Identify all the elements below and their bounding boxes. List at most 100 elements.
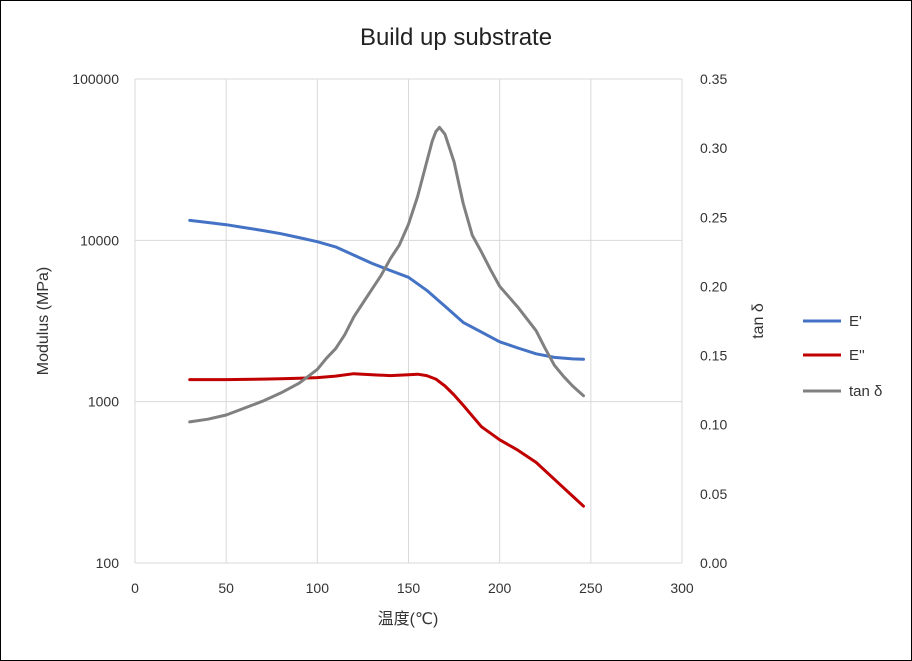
data-point-tan bbox=[453, 161, 456, 164]
data-point-e-prime-prime bbox=[582, 505, 585, 508]
data-point-tan bbox=[516, 306, 519, 309]
data-point-e-prime bbox=[279, 232, 282, 235]
data-point-e-prime-prime bbox=[334, 375, 337, 378]
data-point-e-prime bbox=[553, 356, 556, 359]
data-point-e-prime bbox=[535, 352, 538, 355]
data-point-tan bbox=[188, 420, 191, 423]
data-point-e-prime-prime bbox=[416, 373, 419, 376]
x-tick-label: 50 bbox=[218, 580, 234, 596]
data-point-tan bbox=[535, 329, 538, 332]
series-line-e-prime bbox=[188, 218, 585, 361]
y2-tick-labels: 0.00 0.05 0.10 0.15 0.20 0.25 0.30 0.35 bbox=[700, 71, 727, 571]
chart-title: Build up substrate bbox=[360, 24, 552, 51]
y-axis-title: Modulus (MPa) bbox=[35, 267, 52, 375]
x-tick-label: 0 bbox=[131, 580, 139, 596]
legend-label-e-prime-prime: E'' bbox=[849, 347, 865, 364]
data-point-e-prime bbox=[571, 357, 574, 360]
data-point-e-prime bbox=[407, 276, 410, 279]
data-point-e-prime bbox=[389, 269, 392, 272]
legend-label-e-prime: E' bbox=[849, 313, 862, 330]
data-point-e-prime bbox=[225, 223, 228, 226]
data-point-e-prime-prime bbox=[462, 404, 465, 407]
y2-tick-label: 0.15 bbox=[700, 348, 727, 364]
data-point-e-prime bbox=[582, 358, 585, 361]
data-point-tan bbox=[371, 288, 374, 291]
data-point-tan bbox=[438, 126, 441, 129]
data-point-e-prime-prime bbox=[498, 438, 501, 441]
data-point-tan bbox=[425, 161, 428, 164]
data-point-tan bbox=[361, 302, 364, 305]
data-point-tan bbox=[279, 391, 282, 394]
data-point-tan bbox=[352, 315, 355, 318]
data-point-e-prime bbox=[371, 262, 374, 265]
x-tick-label: 300 bbox=[670, 580, 694, 596]
data-point-e-prime bbox=[206, 221, 209, 224]
data-point-e-prime-prime bbox=[535, 461, 538, 464]
y2-tick-label: 0.35 bbox=[700, 71, 727, 87]
data-point-tan bbox=[498, 285, 501, 288]
data-point-e-prime bbox=[261, 229, 264, 232]
data-point-tan bbox=[206, 418, 209, 421]
data-point-tan bbox=[398, 243, 401, 246]
data-point-e-prime bbox=[243, 226, 246, 229]
data-point-tan bbox=[416, 195, 419, 198]
data-point-e-prime bbox=[188, 219, 191, 222]
data-point-tan bbox=[562, 375, 565, 378]
data-point-e-prime bbox=[316, 240, 319, 243]
data-point-tan bbox=[261, 400, 264, 403]
data-point-tan bbox=[544, 347, 547, 350]
data-point-e-prime bbox=[334, 245, 337, 248]
y-tick-label: 100 bbox=[96, 555, 120, 571]
data-point-e-prime-prime bbox=[243, 378, 246, 381]
y2-tick-label: 0.10 bbox=[700, 417, 727, 433]
data-point-tan bbox=[380, 274, 383, 277]
data-point-tan bbox=[582, 394, 585, 397]
data-point-tan bbox=[434, 130, 437, 133]
x-tick-label: 100 bbox=[306, 580, 330, 596]
x-axis-title: 温度(℃) bbox=[378, 610, 439, 628]
data-point-tan bbox=[444, 133, 447, 136]
x-tick-labels: 0 50 100 150 200 250 300 bbox=[131, 580, 694, 596]
data-point-tan bbox=[553, 364, 556, 367]
data-point-e-prime-prime bbox=[352, 372, 355, 375]
y-tick-label: 100000 bbox=[72, 71, 119, 87]
data-point-e-prime-prime bbox=[225, 378, 228, 381]
y-tick-label: 10000 bbox=[80, 232, 119, 248]
legend-label-tan: tan δ bbox=[849, 383, 882, 400]
y-tick-label: 1000 bbox=[88, 394, 119, 410]
data-point-e-prime-prime bbox=[425, 374, 428, 377]
data-point-e-prime-prime bbox=[298, 377, 301, 380]
x-tick-label: 200 bbox=[488, 580, 512, 596]
y2-tick-label: 0.05 bbox=[700, 486, 727, 502]
data-point-tan bbox=[489, 268, 492, 271]
data-point-tan bbox=[243, 407, 246, 410]
data-point-e-prime-prime bbox=[553, 478, 556, 481]
data-point-e-prime-prime bbox=[371, 373, 374, 376]
data-point-e-prime bbox=[498, 340, 501, 343]
data-point-e-prime-prime bbox=[407, 373, 410, 376]
data-point-e-prime bbox=[298, 236, 301, 239]
data-point-tan bbox=[316, 368, 319, 371]
legend: E' E'' tan δ bbox=[803, 313, 882, 400]
data-point-e-prime bbox=[462, 321, 465, 324]
data-point-e-prime bbox=[480, 331, 483, 334]
data-point-e-prime-prime bbox=[316, 376, 319, 379]
data-point-tan bbox=[343, 333, 346, 336]
data-point-e-prime-prime bbox=[516, 449, 519, 452]
x-tick-label: 250 bbox=[579, 580, 603, 596]
y2-axis-title: tan δ bbox=[750, 303, 767, 339]
data-point-tan bbox=[462, 202, 465, 205]
series-line-tan bbox=[188, 125, 585, 424]
series-layer bbox=[188, 125, 585, 508]
data-point-e-prime bbox=[352, 254, 355, 257]
data-point-tan bbox=[571, 385, 574, 388]
data-point-e-prime-prime bbox=[453, 394, 456, 397]
data-point-tan bbox=[225, 414, 228, 417]
data-point-e-prime-prime bbox=[261, 378, 264, 381]
data-point-e-prime-prime bbox=[480, 425, 483, 428]
data-point-tan bbox=[298, 382, 301, 385]
data-point-tan bbox=[325, 357, 328, 360]
data-point-tan bbox=[407, 223, 410, 226]
